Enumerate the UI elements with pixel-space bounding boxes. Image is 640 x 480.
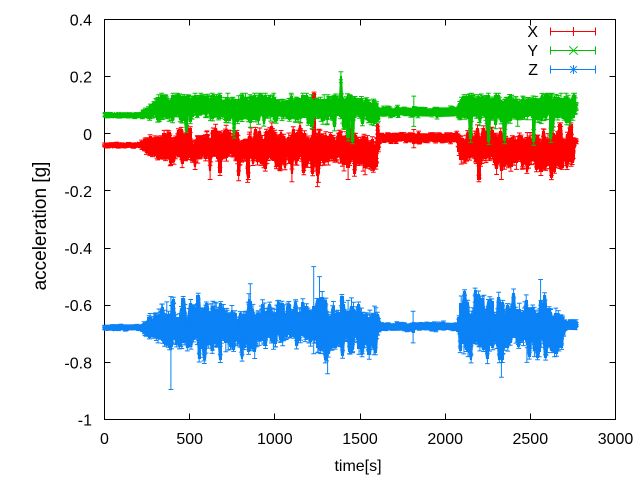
svg-text:-0.8: -0.8 xyxy=(64,355,92,372)
svg-text:-1: -1 xyxy=(78,413,92,430)
svg-text:-0.2: -0.2 xyxy=(64,184,92,201)
svg-text:2000: 2000 xyxy=(427,431,463,448)
svg-text:0: 0 xyxy=(83,127,92,144)
svg-text:2500: 2500 xyxy=(513,431,549,448)
svg-text:3000: 3000 xyxy=(598,431,634,448)
svg-text:-0.6: -0.6 xyxy=(64,298,92,315)
svg-text:1000: 1000 xyxy=(257,431,293,448)
svg-text:1500: 1500 xyxy=(342,431,378,448)
svg-text:0: 0 xyxy=(100,431,109,448)
svg-text:Y: Y xyxy=(527,43,538,60)
svg-text:Z: Z xyxy=(528,62,538,79)
svg-text:acceleration [g]: acceleration [g] xyxy=(30,162,51,291)
svg-text:-0.4: -0.4 xyxy=(64,241,92,258)
svg-text:0.4: 0.4 xyxy=(70,13,92,30)
svg-text:500: 500 xyxy=(176,431,203,448)
svg-text:0.2: 0.2 xyxy=(70,70,92,87)
svg-text:X: X xyxy=(527,24,538,41)
svg-text:time[s]: time[s] xyxy=(334,458,381,475)
